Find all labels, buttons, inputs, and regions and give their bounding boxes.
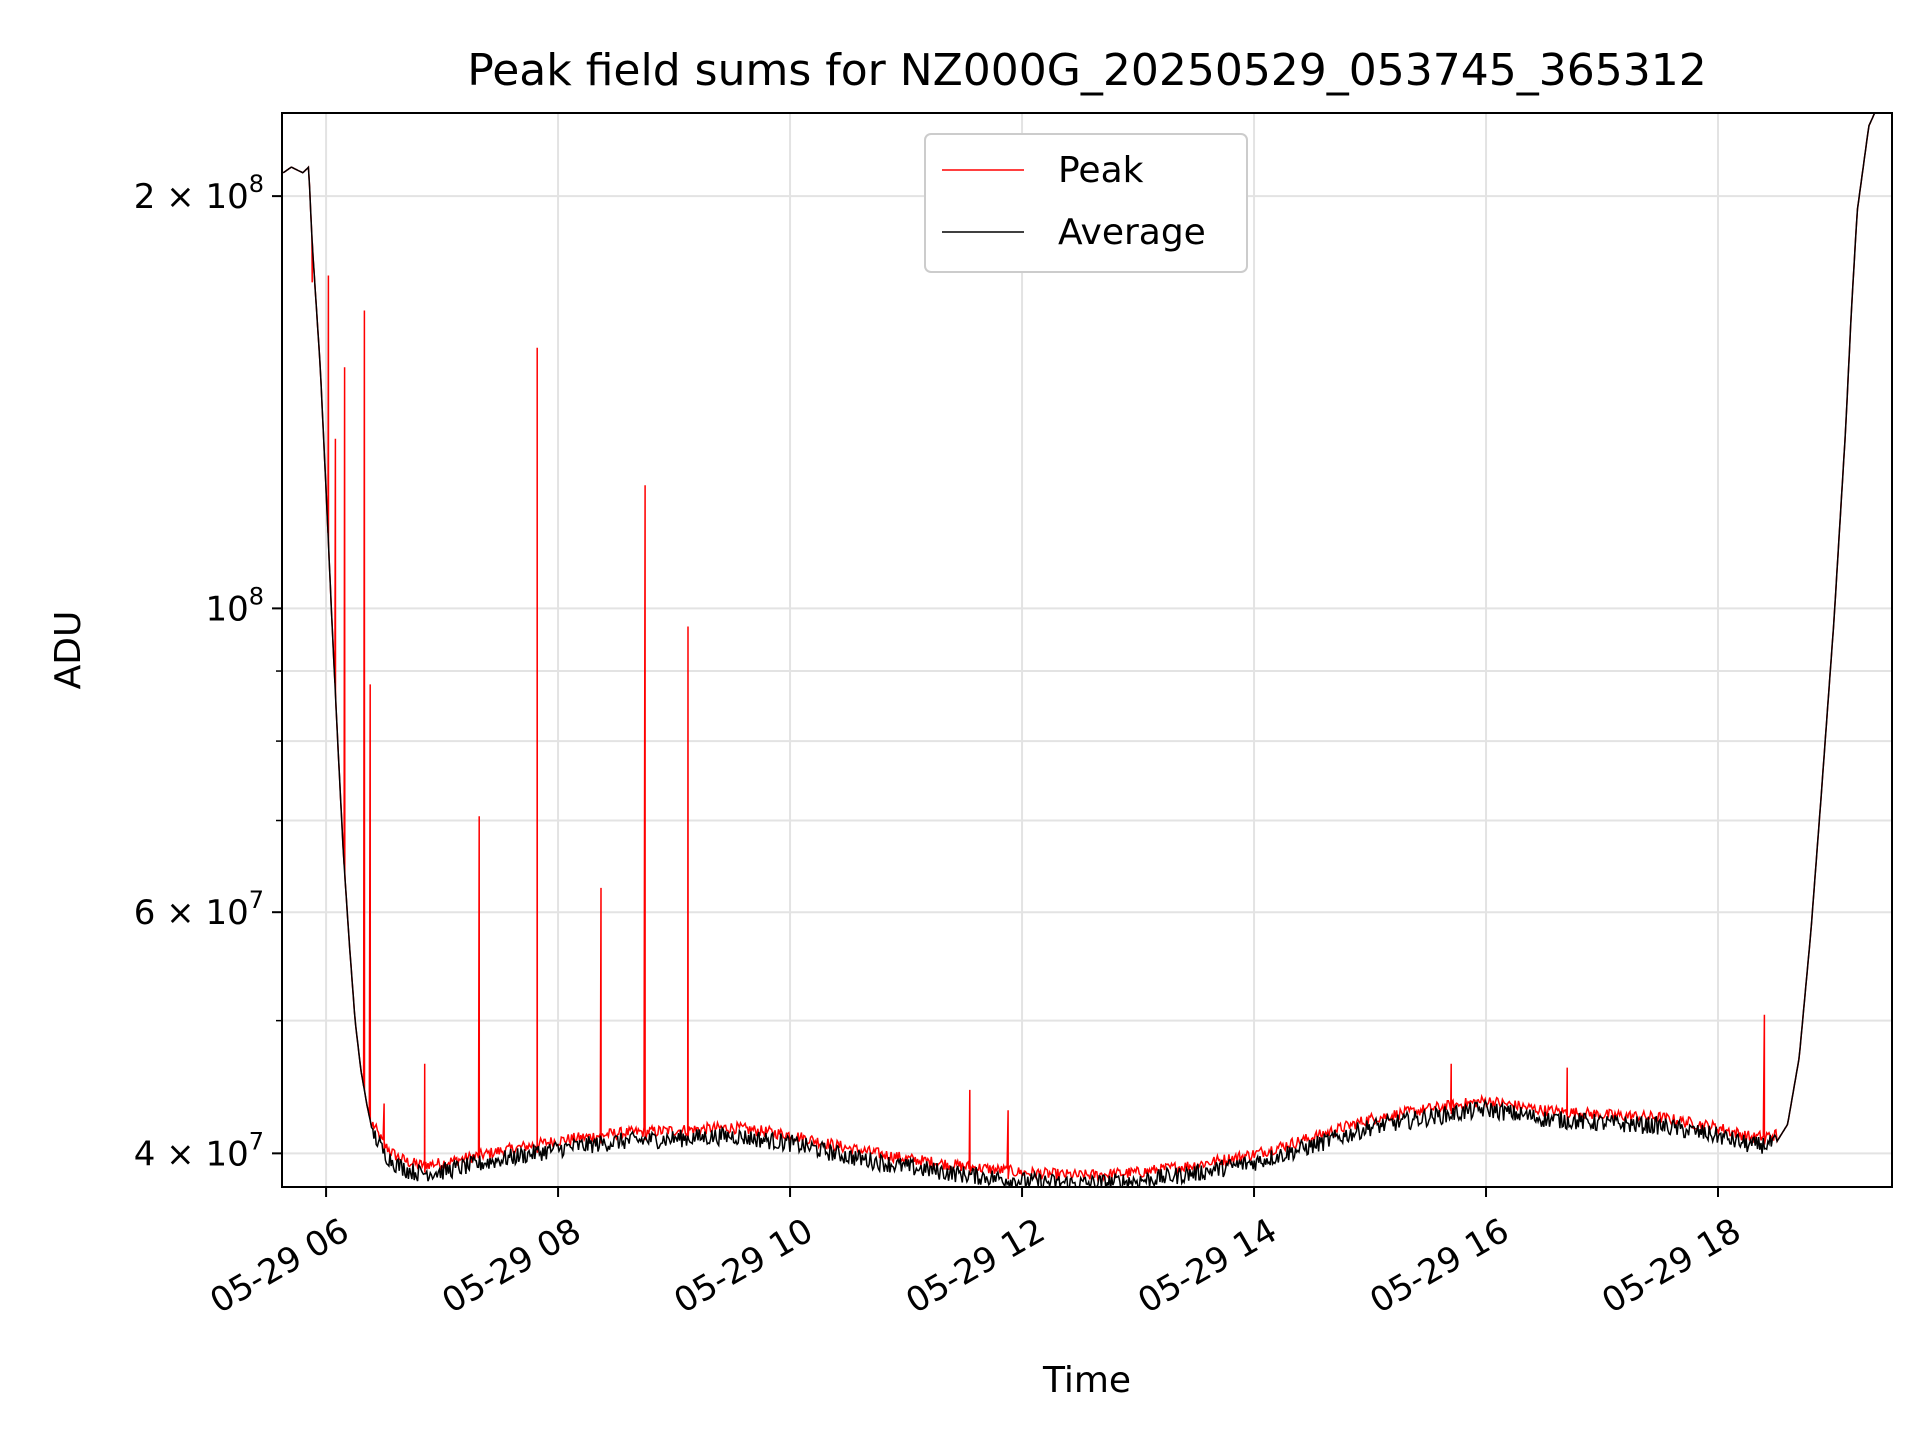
y-tick-label: 2 × 108: [134, 170, 264, 217]
y-axis-label: ADU: [48, 611, 89, 690]
y-tick-label: 6 × 107: [134, 886, 264, 933]
legend-label-average: Average: [1058, 212, 1206, 253]
plot-area: [282, 113, 1876, 1187]
y-tick-label: 108: [205, 582, 264, 629]
legend-box: [924, 133, 1248, 273]
average-series-line: [282, 113, 1876, 1187]
chart-title: Peak field sums for NZ000G_20250529_0537…: [467, 45, 1706, 96]
y-tick-label: 4 × 107: [134, 1127, 264, 1174]
legend-label-peak: Peak: [1058, 150, 1144, 191]
peak-series-line: [282, 113, 1876, 1183]
x-axis-label: Time: [1042, 1360, 1131, 1401]
plot-frame: [281, 112, 1893, 1188]
series-layer: [282, 113, 1876, 1187]
legend: Peak Average: [924, 133, 1248, 273]
